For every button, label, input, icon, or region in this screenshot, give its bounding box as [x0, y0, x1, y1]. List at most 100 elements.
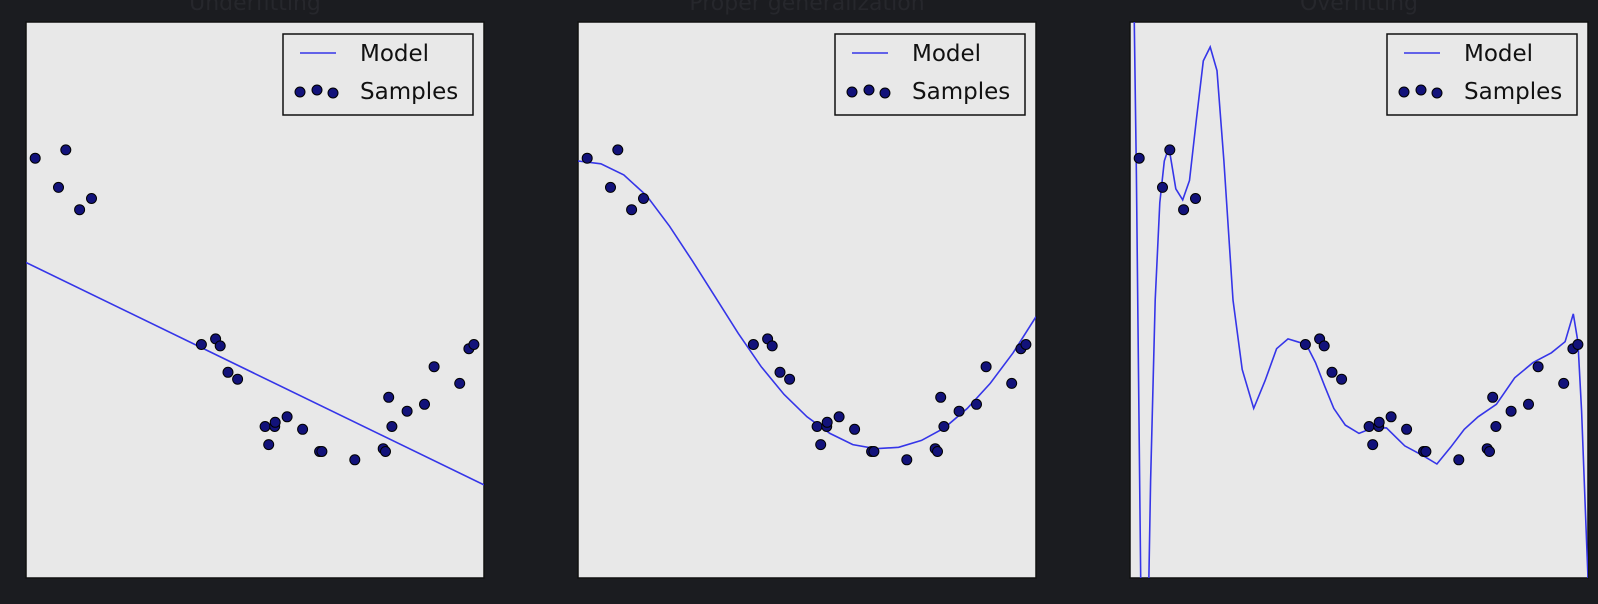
proper-generalization-sample-point: [774, 366, 786, 378]
proper-generalization-samples: [581, 144, 1032, 466]
proper-generalization-sample-point: [1006, 377, 1018, 389]
underfitting-sample-point: [232, 373, 244, 385]
overfitting-sample-point: [1558, 377, 1570, 389]
underfitting-sample-point: [380, 446, 391, 457]
underfitting-sample-point: [269, 416, 281, 428]
underfitting-legend-model-label: Model: [360, 41, 429, 67]
overfitting-sample-point: [1190, 193, 1201, 204]
underfitting-sample-point: [428, 361, 440, 373]
overfitting-sample-point: [1157, 181, 1168, 193]
underfitting-samples: [29, 144, 480, 466]
underfitting-legend-sample-marker: [327, 87, 339, 99]
proper-generalization-sample-point: [849, 423, 861, 435]
overfitting-sample-point: [1299, 339, 1311, 350]
proper-generalization-sample-point: [833, 411, 845, 423]
overfitting-legend-sample-marker: [1415, 84, 1427, 96]
underfitting-model-line: [26, 261, 484, 486]
underfitting-sample-point: [60, 144, 72, 156]
underfitting-sample-point: [214, 340, 226, 352]
underfitting-sample-point: [419, 398, 430, 410]
underfitting-sample-point: [259, 421, 271, 432]
overfitting-sample-point: [1373, 416, 1385, 428]
proper-generalization-legend-model-label: Model: [912, 41, 981, 67]
proper-generalization-sample-point: [971, 398, 982, 410]
proper-generalization-sample-point: [612, 144, 624, 156]
overfitting-sample-point: [1367, 439, 1379, 451]
overfitting-sample-point: [1178, 204, 1190, 216]
proper-generalization-sample-point: [784, 373, 796, 385]
underfitting-panel: Underfitting Model Samples: [25, 0, 485, 579]
underfitting-legend: Model Samples: [282, 33, 474, 116]
proper-generalization-sample-point: [638, 193, 649, 204]
overfitting-sample-point: [1385, 411, 1397, 423]
underfitting-sample-point: [383, 391, 395, 403]
underfitting-sample-point: [386, 421, 398, 432]
proper-generalization-legend-sample-marker: [846, 86, 858, 98]
proper-generalization-sample-point: [811, 421, 823, 432]
overfitting-sample-point: [1326, 366, 1338, 378]
proper-generalization-sample-point: [868, 446, 880, 457]
proper-generalization-legend-sample-marker: [879, 87, 891, 99]
underfitting-sample-point: [316, 446, 328, 457]
proper-generalization-sample-point: [980, 361, 992, 373]
overfitting-sample-point: [1523, 398, 1534, 410]
proper-generalization-sample-point: [938, 421, 950, 432]
proper-generalization-title: Proper generalization: [689, 0, 924, 16]
proper-generalization-panel: Proper generalization Model Samples: [577, 0, 1037, 579]
underfitting-sample-point: [401, 405, 413, 417]
overfitting-sample-point: [1363, 421, 1375, 432]
underfitting-sample-point: [86, 193, 97, 204]
underfitting-sample-point: [349, 454, 361, 466]
overfitting-sample-point: [1490, 421, 1502, 432]
proper-generalization-sample-point: [766, 340, 778, 352]
overfitting-sample-point: [1572, 339, 1584, 350]
overfitting-samples: [1133, 144, 1584, 466]
underfitting-sample-point: [222, 366, 234, 378]
underfitting-sample-point: [297, 423, 309, 435]
overfitting-sample-point: [1453, 454, 1465, 466]
underfitting-legend-box: [282, 33, 474, 116]
proper-generalization-legend-sample-marker: [863, 84, 875, 96]
proper-generalization-sample-point: [901, 454, 913, 466]
overfitting-sample-point: [1336, 373, 1348, 385]
proper-generalization-sample-point: [626, 204, 638, 216]
underfitting-sample-point: [53, 181, 64, 193]
proper-generalization-sample-point: [821, 416, 833, 428]
underfitting-title: Underfitting: [189, 0, 321, 16]
proper-generalization-sample-point: [581, 152, 593, 164]
overfitting-title: Overfitting: [1300, 0, 1418, 16]
proper-generalization-legend-samples-label: Samples: [912, 79, 1010, 105]
underfitting-sample-point: [29, 152, 41, 164]
overfitting-sample-point: [1420, 446, 1432, 457]
overfitting-legend-box: [1386, 33, 1578, 116]
overfitting-legend-model-label: Model: [1464, 41, 1533, 67]
overfitting-sample-point: [1487, 391, 1499, 403]
overfitting-legend-samples-label: Samples: [1464, 79, 1562, 105]
underfitting-legend-sample-marker: [294, 86, 306, 98]
underfitting-sample-point: [468, 339, 480, 350]
proper-generalization-sample-point: [932, 446, 943, 457]
overfitting-legend-sample-marker: [1398, 86, 1410, 98]
overfitting-sample-point: [1484, 446, 1495, 457]
proper-generalization-sample-point: [605, 181, 616, 193]
proper-generalization-legend-box: [834, 33, 1026, 116]
overfitting-model-line: [1133, 22, 1588, 578]
underfitting-legend-samples-label: Samples: [360, 79, 458, 105]
proper-generalization-sample-point: [747, 339, 759, 350]
overfitting-sample-point: [1164, 144, 1176, 156]
overfitting-sample-point: [1133, 152, 1145, 164]
proper-generalization-sample-point: [815, 439, 827, 451]
overfitting-sample-point: [1318, 340, 1330, 352]
underfitting-sample-point: [195, 339, 207, 350]
underfitting-sample-point: [454, 377, 466, 389]
overfitting-sample-point: [1532, 361, 1544, 373]
overfitting-legend-sample-marker: [1431, 87, 1443, 99]
overfitting-sample-point: [1505, 405, 1517, 417]
proper-generalization-sample-point: [1020, 339, 1032, 350]
underfitting-sample-point: [263, 439, 275, 451]
underfitting-sample-point: [281, 411, 293, 423]
proper-generalization-sample-point: [935, 391, 947, 403]
proper-generalization-sample-point: [953, 405, 965, 417]
overfitting-legend: Model Samples: [1386, 33, 1578, 116]
